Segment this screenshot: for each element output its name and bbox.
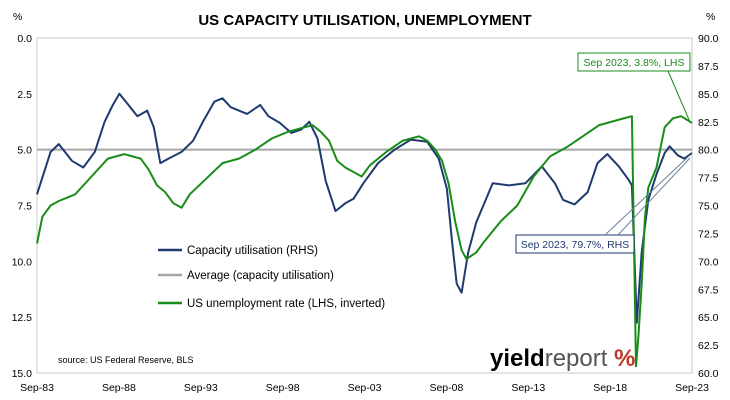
right-tick-label: 72.5 — [698, 228, 719, 240]
x-tick-label: Sep-83 — [20, 382, 54, 394]
source-note: source: US Federal Reserve, BLS — [58, 355, 194, 365]
right-axis-unit: % — [706, 11, 715, 23]
x-tick-label: Sep-88 — [102, 382, 136, 394]
right-tick-label: 90.0 — [698, 33, 719, 45]
yieldreport-logo: yieldreport % — [490, 345, 635, 372]
right-tick-label: 60.0 — [698, 368, 719, 380]
left-axis-unit: % — [13, 11, 22, 23]
x-tick-label: Sep-98 — [266, 382, 300, 394]
right-axis: 90.0 87.5 85.0 82.5 80.0 77.5 75.0 72.5 70.0 67.5… — [698, 33, 719, 380]
right-tick-label: 82.5 — [698, 117, 719, 129]
logo-percent: % — [614, 345, 635, 372]
left-tick-label: 7.5 — [17, 201, 32, 213]
logo-word-yield: yield — [490, 345, 545, 372]
x-tick-label: Sep-93 — [184, 382, 218, 394]
right-tick-label: 75.0 — [698, 201, 719, 213]
svg-text:yieldreport: yieldreport — [490, 345, 608, 372]
logo-word-report: report — [545, 345, 608, 372]
annotation-capacity-text: Sep 2023, 79.7%, RHS — [521, 239, 630, 251]
left-tick-label: 0.0 — [17, 33, 32, 45]
right-tick-label: 65.0 — [698, 312, 719, 324]
x-tick-label: Sep-23 — [675, 382, 709, 394]
left-tick-label: 5.0 — [17, 145, 32, 157]
left-tick-label: 12.5 — [12, 312, 33, 324]
legend-capacity: Capacity utilisation (RHS) — [187, 245, 318, 257]
right-tick-label: 77.5 — [698, 173, 719, 185]
left-tick-label: 10.0 — [12, 256, 33, 268]
left-axis: 0.0 2.5 5.0 7.5 10.0 12.5 15.0 — [12, 33, 33, 380]
annotation-unemployment-text: Sep 2023, 3.8%, LHS — [584, 57, 685, 69]
x-tick-label: Sep-13 — [511, 382, 545, 394]
left-tick-label: 15.0 — [12, 368, 33, 380]
series-layer — [36, 92, 693, 368]
right-tick-label: 87.5 — [698, 61, 719, 73]
right-tick-label: 80.0 — [698, 145, 719, 157]
right-tick-label: 85.0 — [698, 89, 719, 101]
annotation-capacity: Sep 2023, 79.7%, RHS — [515, 154, 691, 254]
x-tick-label: Sep-03 — [348, 382, 382, 394]
legend: Capacity utilisation (RHS) Average (capa… — [158, 245, 385, 310]
x-axis: Sep-83 Sep-88 Sep-93 Sep-98 Sep-03 Sep-08 Sep-… — [20, 382, 709, 394]
series-unemployment-line — [36, 115, 693, 368]
legend-average: Average (capacity utilisation) — [187, 270, 334, 282]
annotation-unemployment: Sep 2023, 3.8%, LHS — [577, 52, 691, 123]
legend-unemployment: US unemployment rate (LHS, inverted) — [187, 298, 385, 310]
chart-title: US CAPACITY UTILISATION, UNEMPLOYMENT — [198, 12, 531, 29]
x-tick-label: Sep-18 — [593, 382, 627, 394]
right-tick-label: 67.5 — [698, 284, 719, 296]
x-tick-label: Sep-08 — [429, 382, 463, 394]
left-tick-label: 2.5 — [17, 89, 32, 101]
plot-area — [36, 37, 693, 374]
right-tick-label: 70.0 — [698, 256, 719, 268]
series-capacity-line — [36, 92, 693, 324]
right-tick-label: 62.5 — [698, 340, 719, 352]
